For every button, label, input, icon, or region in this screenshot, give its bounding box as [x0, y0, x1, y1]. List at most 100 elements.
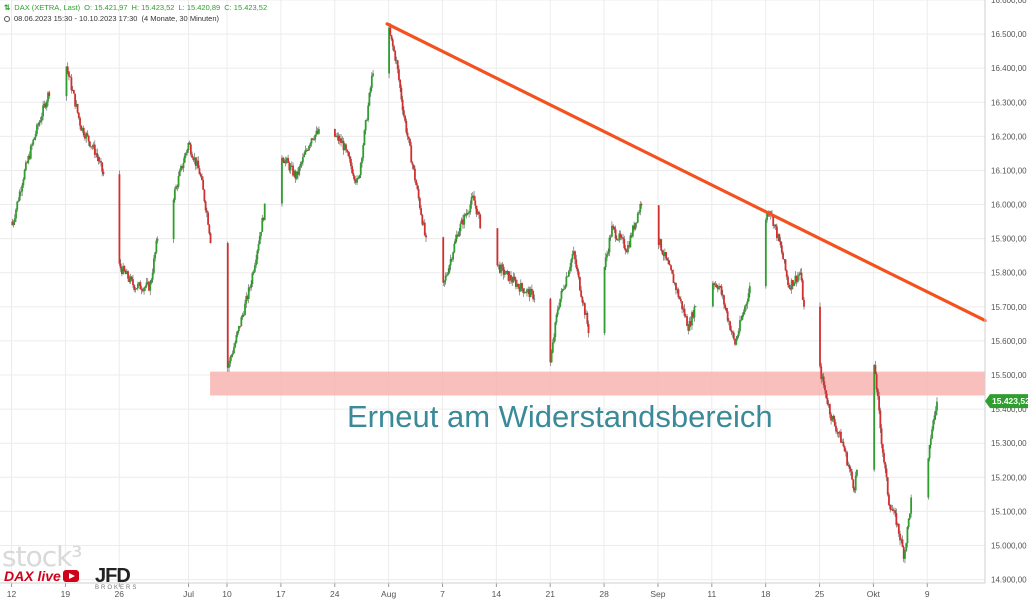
price-tick-label: 16.400,00: [991, 64, 1027, 73]
candle-body: [822, 376, 825, 386]
candle-body: [803, 299, 805, 307]
candle-body: [606, 253, 608, 258]
candle-body: [628, 245, 631, 248]
candle-body: [348, 156, 351, 159]
candle-body: [405, 120, 408, 133]
price-tick-label: 16.100,00: [991, 166, 1027, 175]
candle-body: [128, 278, 131, 282]
candle-body: [141, 290, 144, 292]
candle-body: [76, 103, 79, 113]
candle-body: [675, 283, 677, 291]
candle-body: [17, 200, 20, 202]
candle-body: [81, 127, 84, 131]
candle-body: [505, 270, 507, 275]
candle-body: [345, 144, 347, 150]
time-tick-label: Jul: [183, 589, 194, 599]
candle-body: [284, 160, 287, 164]
candle-body: [840, 431, 842, 443]
candle-body: [774, 224, 777, 227]
candle-body: [172, 199, 175, 240]
candle-body: [524, 292, 527, 294]
candle-body: [782, 252, 784, 260]
candle-body: [619, 233, 622, 238]
candle-body: [563, 288, 565, 290]
candle-body: [662, 254, 665, 257]
candle-body: [691, 312, 693, 326]
candle-body: [511, 280, 514, 283]
candle-body: [240, 317, 243, 327]
candle-body: [848, 465, 851, 469]
candle-body: [399, 79, 402, 88]
candle-body: [676, 289, 679, 291]
candle-body: [587, 323, 590, 334]
candle-body: [74, 93, 77, 107]
candle-body: [66, 66, 69, 72]
candle-body: [442, 237, 445, 283]
candle-body: [787, 276, 789, 285]
candle-body: [251, 273, 254, 285]
candle-body: [404, 115, 406, 121]
candle-body: [638, 212, 640, 214]
candle-body: [500, 264, 503, 273]
candle-body: [145, 282, 148, 287]
candle-body: [82, 127, 85, 136]
candle-body: [188, 143, 191, 145]
candle-body: [370, 75, 373, 88]
candle-body: [692, 312, 695, 318]
candle-body: [744, 306, 746, 312]
candle-body: [287, 158, 290, 163]
candle-body: [736, 335, 739, 339]
candle-body: [191, 154, 193, 158]
candle-body: [127, 271, 129, 279]
candle-body: [101, 162, 104, 172]
candle-body: [452, 252, 454, 260]
candle-body: [303, 154, 306, 158]
candle-body: [207, 212, 209, 225]
price-tick-label: 15.200,00: [991, 473, 1027, 482]
candle-body: [239, 326, 241, 327]
candle-body: [631, 225, 634, 237]
candle-body: [549, 298, 552, 363]
candle-body: [455, 234, 458, 240]
candle-body: [622, 237, 624, 239]
price-tick-label: 15.300,00: [991, 439, 1027, 448]
candle-body: [609, 236, 612, 238]
candle-body: [908, 513, 911, 519]
candle-body: [522, 288, 525, 293]
candle-body: [790, 280, 793, 290]
candle-body: [358, 175, 361, 178]
candle-body: [607, 252, 610, 254]
candle-body: [75, 103, 78, 107]
candle-body: [173, 189, 176, 200]
candle-body: [663, 252, 666, 257]
candle-body: [789, 287, 792, 290]
candle-body: [478, 211, 480, 215]
candle-body: [356, 177, 358, 183]
candle-body: [517, 283, 520, 287]
candle-body: [788, 284, 791, 288]
candle-body: [906, 527, 909, 544]
candle-body: [612, 225, 615, 228]
candle-body: [241, 314, 244, 318]
candle-body: [102, 171, 105, 175]
price-tick-label: 15.900,00: [991, 235, 1027, 244]
time-tick-label: Aug: [381, 589, 396, 599]
candle-body: [847, 465, 850, 466]
candle-body: [208, 224, 211, 234]
candle-body: [604, 257, 607, 268]
candle-body: [620, 237, 623, 239]
candle-body: [458, 231, 461, 237]
candle-body: [199, 174, 202, 177]
candle-body: [891, 509, 894, 512]
candle-body: [672, 273, 675, 283]
candle-body: [476, 211, 479, 215]
candle-body: [124, 270, 127, 275]
candle-body: [667, 260, 670, 265]
candle-body: [156, 239, 159, 241]
candle-body: [79, 117, 81, 126]
candle-body: [197, 160, 200, 169]
candle-body: [888, 494, 890, 505]
candle-body: [186, 150, 189, 153]
candle-body: [801, 280, 804, 300]
